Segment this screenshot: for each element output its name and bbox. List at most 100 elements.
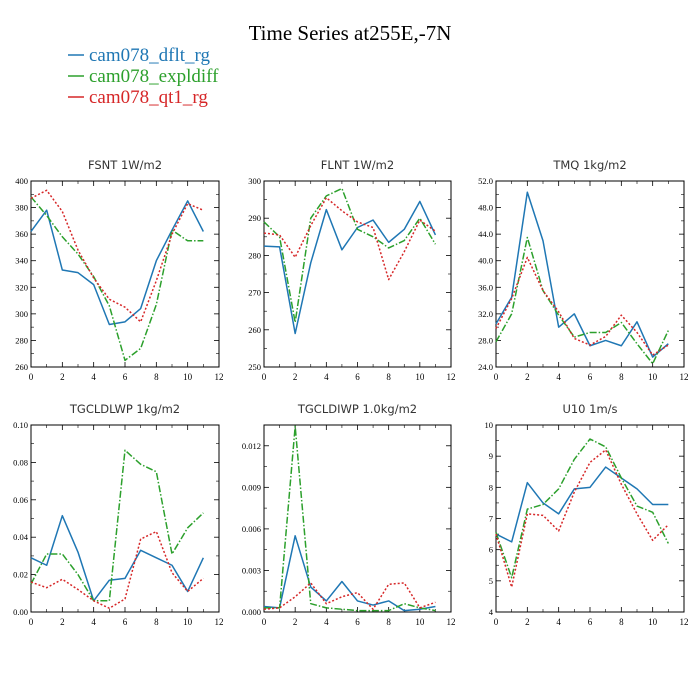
y-tick-label-2-7: 52.0 — [478, 176, 493, 186]
x-tick-label-1-4: 8 — [386, 372, 391, 382]
panel-5: U10 1m/s 0 2 4 6 8 10 12 4 5 6 7 8 9 10 — [485, 402, 689, 627]
y-tick-label-4-1: 0.003 — [242, 565, 261, 575]
x-tick-label-2-2: 4 — [556, 372, 561, 382]
x-tick-label-5-2: 4 — [556, 617, 561, 627]
legend-label-cam078_qt1_rg: cam078_qt1_rg — [89, 87, 208, 108]
x-tick-label-3-3: 6 — [123, 617, 128, 627]
series-line-1-cam078_dflt_rg — [263, 200, 437, 335]
panel-1: FLNT 1W/m2 0 2 4 6 8 10 12 250 260 270 280 290 300 — [248, 158, 455, 382]
y-tick-label-2-4: 40.0 — [478, 256, 493, 266]
x-tick-label-5-1: 2 — [525, 617, 530, 627]
y-tick-label-5-2: 6 — [489, 545, 493, 555]
series-line-1-cam078_expldiff — [263, 187, 437, 324]
x-tick-label-4-5: 10 — [415, 617, 425, 627]
x-tick-label-1-2: 4 — [324, 372, 329, 382]
y-tick-label-5-6: 10 — [485, 420, 494, 430]
series-line-4-cam078_expldiff — [264, 425, 436, 612]
x-tick-label-1-5: 10 — [415, 372, 425, 382]
x-tick-label-1-3: 6 — [355, 372, 360, 382]
x-tick-label-5-6: 12 — [680, 617, 689, 627]
y-tick-label-4-0: 0.000 — [242, 607, 261, 617]
series-line-0-cam078_expldiff — [30, 196, 204, 362]
y-tick-label-4-3: 0.009 — [242, 482, 261, 492]
y-tick-label-4-4: 0.012 — [242, 441, 261, 451]
x-tick-label-4-0: 0 — [262, 617, 267, 627]
x-tick-label-0-0: 0 — [29, 372, 34, 382]
y-tick-label-0-1: 280 — [15, 335, 28, 345]
y-tick-label-2-3: 36.0 — [478, 282, 493, 292]
legend-label-cam078_dflt_rg: cam078_dflt_rg — [89, 45, 211, 66]
y-tick-label-1-2: 270 — [248, 288, 261, 298]
y-tick-label-3-5: 0.10 — [13, 420, 28, 430]
y-tick-label-0-7: 400 — [15, 176, 28, 186]
x-tick-label-3-0: 0 — [29, 617, 34, 627]
y-tick-label-5-4: 8 — [489, 482, 493, 492]
series-line-2-cam078_dflt_rg — [495, 191, 669, 358]
x-tick-label-2-6: 12 — [680, 372, 689, 382]
x-tick-label-4-3: 6 — [355, 617, 360, 627]
x-tick-label-3-4: 8 — [154, 617, 159, 627]
y-tick-label-3-2: 0.04 — [13, 532, 29, 542]
panel-4: TGCLDIWP 1.0kg/m2 0 2 4 6 8 10 12 0.000 0.003 0.00… — [242, 402, 456, 627]
y-tick-label-0-6: 380 — [15, 203, 28, 213]
y-tick-label-1-4: 290 — [248, 213, 261, 223]
panel-title-4: TGCLDIWP 1.0kg/m2 — [297, 402, 417, 416]
y-tick-label-1-3: 280 — [248, 250, 261, 260]
y-tick-label-3-0: 0.00 — [13, 607, 28, 617]
x-tick-label-0-2: 4 — [91, 372, 96, 382]
x-tick-label-3-6: 12 — [215, 617, 224, 627]
y-tick-label-3-3: 0.06 — [13, 495, 28, 505]
x-tick-label-2-1: 2 — [525, 372, 530, 382]
x-tick-label-1-6: 12 — [447, 372, 456, 382]
panel-2: TMQ 1kg/m2 0 2 4 6 8 10 12 24.0 28.0 32.0 36.0 40.0 4… — [478, 158, 688, 382]
series-line-0-cam078_dflt_rg — [30, 200, 204, 326]
panel-3: TGCLDLWP 1kg/m2 0 2 4 6 8 10 12 0.00 0.02 0.04 0.06… — [13, 402, 223, 627]
series-line-5-cam078_dflt_rg — [495, 466, 669, 543]
series-line-3-cam078_dflt_rg — [30, 514, 205, 602]
x-tick-label-5-4: 8 — [619, 617, 624, 627]
series-line-0-cam078_qt1_rg — [30, 189, 204, 323]
x-tick-label-3-5: 10 — [183, 617, 193, 627]
panel-title-3: TGCLDLWP 1kg/m2 — [69, 402, 180, 416]
x-tick-label-4-1: 2 — [293, 617, 298, 627]
x-tick-label-5-5: 10 — [648, 617, 658, 627]
y-tick-label-0-0: 260 — [15, 362, 28, 372]
series-line-3-cam078_expldiff — [30, 449, 204, 602]
y-tick-label-1-1: 260 — [248, 325, 261, 335]
y-tick-label-5-0: 4 — [489, 607, 494, 617]
series-line-4-cam078_dflt_rg — [263, 535, 436, 612]
x-tick-label-5-3: 6 — [588, 617, 593, 627]
panels: FSNT 1W/m20 2 4 6 8 10 12260280300320340360380… — [13, 158, 688, 627]
x-tick-label-3-1: 2 — [60, 617, 65, 627]
x-tick-label-0-5: 10 — [183, 372, 193, 382]
x-tick-label-2-4: 8 — [619, 372, 624, 382]
y-tick-label-4-2: 0.006 — [242, 524, 261, 534]
x-tick-label-0-1: 2 — [60, 372, 65, 382]
x-tick-label-2-3: 6 — [588, 372, 593, 382]
x-tick-label-1-0: 0 — [262, 372, 267, 382]
x-tick-label-2-5: 10 — [648, 372, 658, 382]
y-tick-label-5-1: 5 — [489, 576, 493, 586]
x-tick-label-4-4: 8 — [386, 617, 391, 627]
legend-label-cam078_expldiff: cam078_expldiff — [89, 66, 219, 87]
x-tick-label-0-6: 12 — [215, 372, 224, 382]
x-tick-label-1-1: 2 — [293, 372, 298, 382]
x-tick-label-4-2: 4 — [324, 617, 329, 627]
panel-title-5: U10 1m/s — [562, 402, 617, 416]
x-tick-label-2-0: 0 — [494, 372, 499, 382]
panel-title-2: TMQ 1kg/m2 — [552, 158, 626, 172]
series-line-5-cam078_expldiff — [495, 438, 670, 579]
y-tick-label-3-1: 0.02 — [13, 570, 28, 580]
x-tick-label-5-0: 0 — [494, 617, 499, 627]
y-tick-label-2-6: 48.0 — [478, 203, 493, 213]
y-tick-label-0-5: 360 — [15, 229, 28, 239]
legend: cam078_dflt_rgcam078_expldiffcam078_qt1_… — [68, 45, 219, 108]
y-tick-label-2-0: 24.0 — [478, 362, 493, 372]
y-tick-label-0-2: 300 — [15, 309, 28, 319]
x-tick-label-3-2: 4 — [91, 617, 96, 627]
series-line-2-cam078_expldiff — [495, 236, 670, 365]
y-tick-label-2-1: 28.0 — [478, 335, 493, 345]
panel-title-0: FSNT 1W/m2 — [88, 158, 162, 172]
y-tick-label-2-5: 44.0 — [478, 229, 493, 239]
